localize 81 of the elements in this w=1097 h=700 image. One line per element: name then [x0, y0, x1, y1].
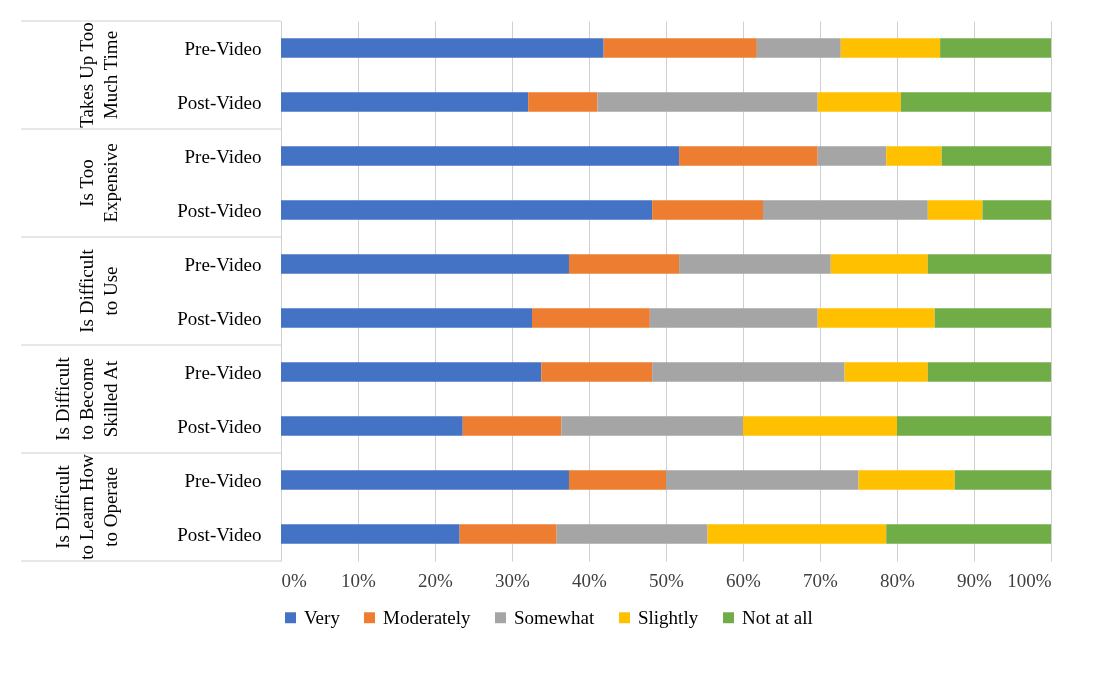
legend-label: Slightly	[638, 606, 699, 628]
bar	[561, 416, 743, 436]
x-tick-label: 100%	[1007, 569, 1052, 591]
bar	[858, 470, 955, 490]
y-tick-label: Pre-Video	[184, 145, 262, 167]
bar	[940, 38, 1051, 58]
bar	[817, 146, 887, 166]
bar	[756, 38, 841, 58]
bar	[941, 146, 1051, 166]
bar	[817, 92, 901, 112]
bar	[532, 308, 650, 328]
bar	[528, 92, 598, 112]
bar	[707, 524, 887, 544]
text: Takes Up Too Much Time	[76, 22, 121, 128]
y-tick-label: Pre-Video	[184, 37, 262, 59]
bar	[556, 524, 708, 544]
bar	[886, 524, 1051, 544]
x-tick-label: 70%	[803, 569, 839, 591]
bar	[927, 200, 983, 220]
bar	[459, 524, 557, 544]
bar	[763, 200, 928, 220]
x-tick-label: 20%	[418, 569, 454, 591]
legend-label: Moderately	[383, 606, 472, 628]
x-tick-label: 40%	[572, 569, 608, 591]
x-tick-label: 10%	[341, 569, 377, 591]
bar	[281, 416, 463, 436]
x-tick-label: 90%	[957, 569, 993, 591]
legend-label: Somewhat	[514, 606, 595, 628]
text: Is Difficult to Use	[76, 248, 121, 333]
y-tick-label: Post-Video	[177, 415, 262, 437]
x-tick-label: 80%	[880, 569, 916, 591]
bar	[462, 416, 562, 436]
bar	[844, 362, 928, 382]
bar	[597, 92, 818, 112]
y-tick-label: Post-Video	[177, 523, 262, 545]
bar	[281, 524, 460, 544]
bar	[743, 416, 897, 436]
bar	[281, 38, 604, 58]
bar	[897, 416, 1051, 436]
text: Is Difficult to Become Skilled At	[52, 356, 121, 441]
bar	[679, 254, 831, 274]
bar	[603, 38, 757, 58]
bar	[281, 146, 680, 166]
bar	[954, 470, 1051, 490]
bar	[679, 146, 818, 166]
y-tick-label: Post-Video	[177, 307, 262, 329]
legend-label: Very	[304, 606, 341, 628]
bar	[666, 470, 859, 490]
y-tick-label: Post-Video	[177, 91, 262, 113]
y-tick-label: Pre-Video	[184, 253, 262, 275]
y-tick-label: Post-Video	[177, 199, 262, 221]
text: Is Difficult to Learn How to Operate	[52, 453, 121, 560]
y-tick-label: Pre-Video	[184, 361, 262, 383]
bar	[982, 200, 1051, 220]
y-tick-label: Pre-Video	[184, 469, 262, 491]
bar	[281, 254, 569, 274]
legend-label: Not at all	[742, 606, 813, 628]
bar	[281, 470, 569, 490]
bar	[652, 362, 845, 382]
bar	[830, 254, 928, 274]
bar	[281, 200, 653, 220]
x-tick-label: 50%	[649, 569, 685, 591]
bar	[281, 362, 542, 382]
bar	[900, 92, 1051, 112]
bar	[840, 38, 941, 58]
bar	[649, 308, 818, 328]
bar	[281, 308, 533, 328]
x-tick-label: 0%	[281, 569, 307, 591]
bar	[927, 254, 1051, 274]
x-tick-label: 30%	[495, 569, 531, 591]
bar	[281, 92, 529, 112]
bar	[817, 308, 935, 328]
bar	[568, 470, 666, 490]
bar	[934, 308, 1051, 328]
bar	[568, 254, 680, 274]
bar	[541, 362, 653, 382]
bar	[886, 146, 942, 166]
bar	[652, 200, 764, 220]
text: Is Too Expensive	[76, 143, 121, 223]
x-tick-label: 60%	[726, 569, 762, 591]
bar	[927, 362, 1051, 382]
